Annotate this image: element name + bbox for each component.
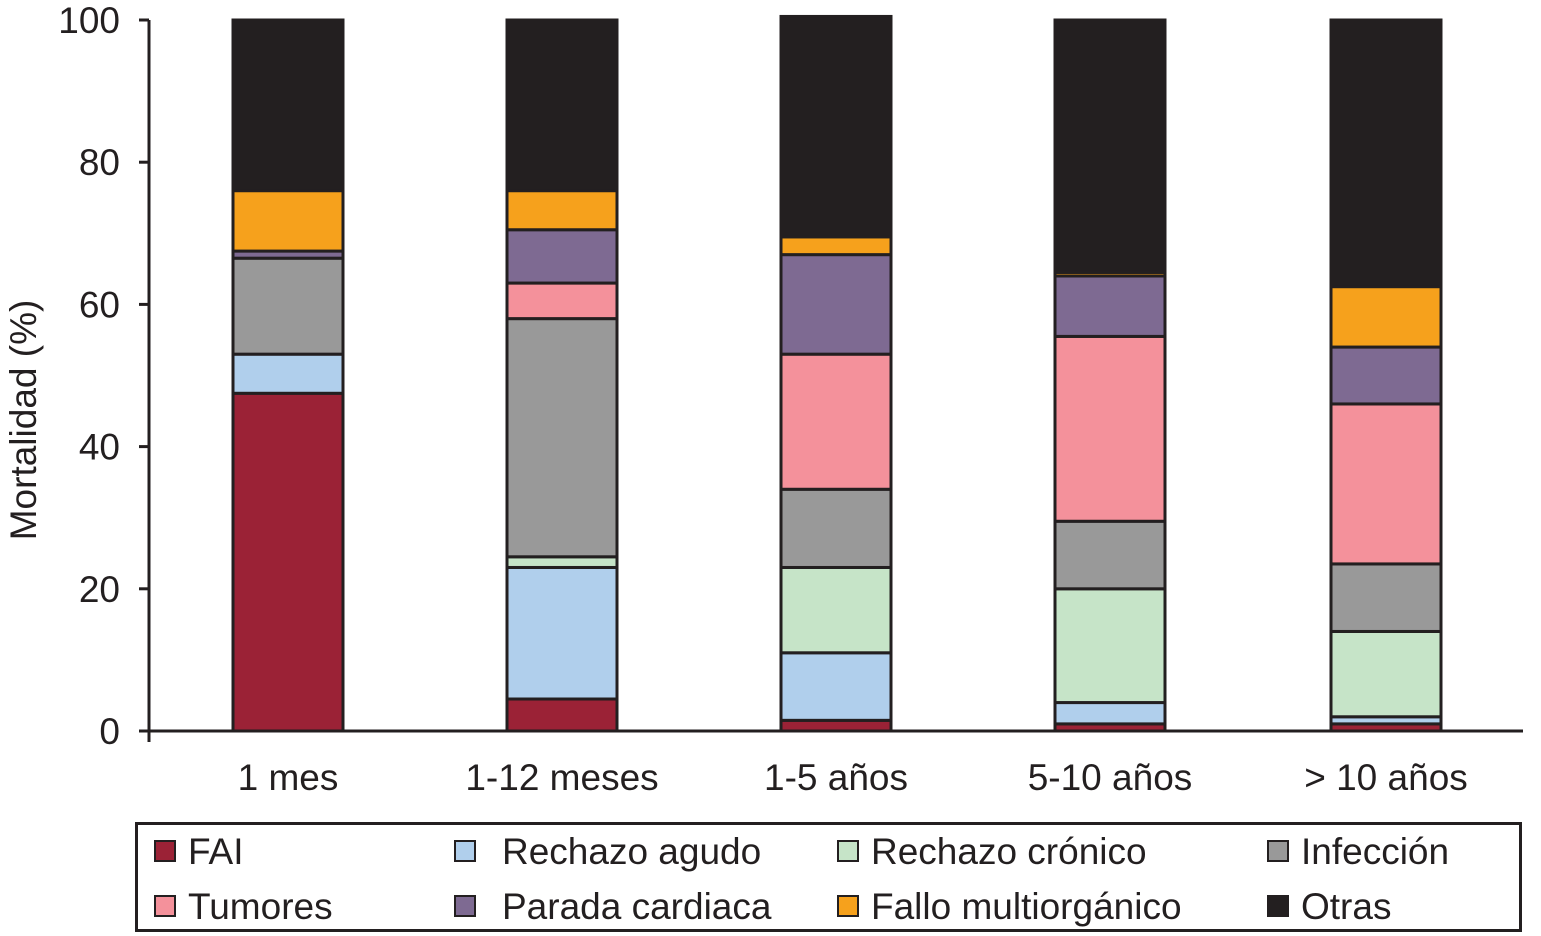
bar-segment-rechazo-cronico-1-5-anos <box>779 565 893 655</box>
bar-segment-rechazo-cronico-10-anos <box>1329 629 1443 719</box>
legend-swatch-otras <box>1267 895 1289 917</box>
bars <box>231 14 1443 733</box>
bar-stack-10-anos <box>1329 18 1443 733</box>
bar-segment-otras-1-5-anos <box>779 14 893 239</box>
bar-segment-fai-1-12-meses <box>505 697 619 733</box>
bar-segment-otras-5-10-anos <box>1053 18 1167 274</box>
bar-stack-5-10-anos <box>1053 18 1167 733</box>
bar-segment-fallo-multiorganico-1-mes <box>231 189 345 253</box>
bar-segment-rechazo-agudo-5-10-anos <box>1053 701 1167 726</box>
x-axis-tick-labels: 1 mes 1-12 meses 1-5 años 5-10 años > 10 año… <box>238 757 1468 798</box>
bar-segment-infeccion-1-5-anos <box>779 487 893 569</box>
y-axis-label: Mortalidad (%) <box>3 300 44 541</box>
bar-segment-fai-1-5-anos <box>779 718 893 733</box>
legend-label-infeccion: Infección <box>1301 830 1450 872</box>
legend-item-rechazo-agudo: Rechazo agudo <box>454 831 761 871</box>
legend-label-tumores: Tumores <box>188 885 333 927</box>
x-tick-label-5-10-anos: 5-10 años <box>1028 757 1193 798</box>
bar-segment-infeccion-10-anos <box>1329 562 1443 633</box>
y-tick-label-80: 80 <box>79 142 120 183</box>
bar-segment-otras-10-anos <box>1329 18 1443 289</box>
legend-item-parada-cardiaca: Parada cardiaca <box>454 886 771 926</box>
bar-segment-parada-cardiaca-10-anos <box>1329 345 1443 406</box>
bar-segment-fai-1-mes <box>231 391 345 733</box>
x-tick-label-1-mes: 1 mes <box>238 757 339 798</box>
legend-swatch-rechazo-agudo <box>454 840 476 862</box>
legend-label-fai: FAI <box>188 830 244 872</box>
legend-item-fallo-multiorganico: Fallo multiorgánico <box>837 886 1182 926</box>
bar-segment-fallo-multiorganico-1-12-meses <box>505 189 619 232</box>
bar-segment-fallo-multiorganico-1-5-anos <box>779 235 893 257</box>
legend-label-otras: Otras <box>1301 885 1392 927</box>
stacked-bar-chart: 0 20 40 60 80 100 1 mes 1-12 meses 1-5 años 5-10… <box>3 0 1523 798</box>
bar-segment-infeccion-1-12-meses <box>505 317 619 559</box>
bar-segment-rechazo-agudo-1-mes <box>231 352 345 395</box>
y-tick-label-100: 100 <box>58 0 120 41</box>
bar-segment-rechazo-agudo-1-12-meses <box>505 565 619 701</box>
bar-segment-rechazo-cronico-1-12-meses <box>505 555 619 569</box>
y-tick-label-20: 20 <box>79 569 120 610</box>
bar-segment-fallo-multiorganico-10-anos <box>1329 285 1443 349</box>
bar-segment-otras-1-12-meses <box>505 18 619 193</box>
bar-segment-infeccion-1-mes <box>231 256 345 356</box>
bar-stack-1-12-meses <box>505 18 619 733</box>
y-tick-label-0: 0 <box>99 711 120 752</box>
legend-item-fai: FAI <box>154 831 244 871</box>
legend-label-fallo-multiorganico: Fallo multiorgánico <box>871 885 1182 927</box>
x-tick-label-1-12-meses: 1-12 meses <box>465 757 658 798</box>
legend-item-rechazo-cronico: Rechazo crónico <box>837 831 1147 871</box>
y-tick-label-40: 40 <box>79 427 120 468</box>
legend-label-parada-cardiaca: Parada cardiaca <box>502 885 772 927</box>
bar-segment-infeccion-5-10-anos <box>1053 519 1167 591</box>
legend-swatch-fai <box>154 840 176 862</box>
bar-segment-tumores-1-12-meses <box>505 281 619 321</box>
bar-segment-tumores-1-5-anos <box>779 352 893 491</box>
bar-segment-parada-cardiaca-1-12-meses <box>505 228 619 285</box>
x-tick-label-10-anos: > 10 años <box>1304 757 1468 798</box>
y-tick-label-60: 60 <box>79 284 120 325</box>
legend-swatch-fallo-multiorganico <box>837 895 859 917</box>
legend-item-tumores: Tumores <box>154 886 333 926</box>
bar-stack-1-mes <box>231 18 345 733</box>
legend-item-infeccion: Infección <box>1267 831 1449 871</box>
x-tick-label-1-5-anos: 1-5 años <box>764 757 908 798</box>
bar-segment-tumores-5-10-anos <box>1053 334 1167 523</box>
legend-swatch-infeccion <box>1267 840 1289 862</box>
legend-swatch-tumores <box>154 895 176 917</box>
bar-segment-rechazo-agudo-1-5-anos <box>779 651 893 722</box>
bar-segment-otras-1-mes <box>231 18 345 193</box>
legend-label-rechazo-cronico: Rechazo crónico <box>871 830 1147 872</box>
legend: FAI Rechazo agudo Rechazo crónico Infecc… <box>135 822 1522 932</box>
legend-item-otras: Otras <box>1267 886 1391 926</box>
legend-swatch-rechazo-cronico <box>837 840 859 862</box>
bar-stack-1-5-anos <box>779 14 893 733</box>
y-axis-ticks: 0 20 40 60 80 100 <box>58 0 149 752</box>
bar-segment-parada-cardiaca-5-10-anos <box>1053 274 1167 338</box>
bar-segment-tumores-10-anos <box>1329 402 1443 566</box>
bar-segment-rechazo-cronico-5-10-anos <box>1053 587 1167 705</box>
legend-swatch-parada-cardiaca <box>454 895 476 917</box>
bar-segment-parada-cardiaca-1-5-anos <box>779 253 893 356</box>
legend-label-rechazo-agudo: Rechazo agudo <box>502 830 762 872</box>
